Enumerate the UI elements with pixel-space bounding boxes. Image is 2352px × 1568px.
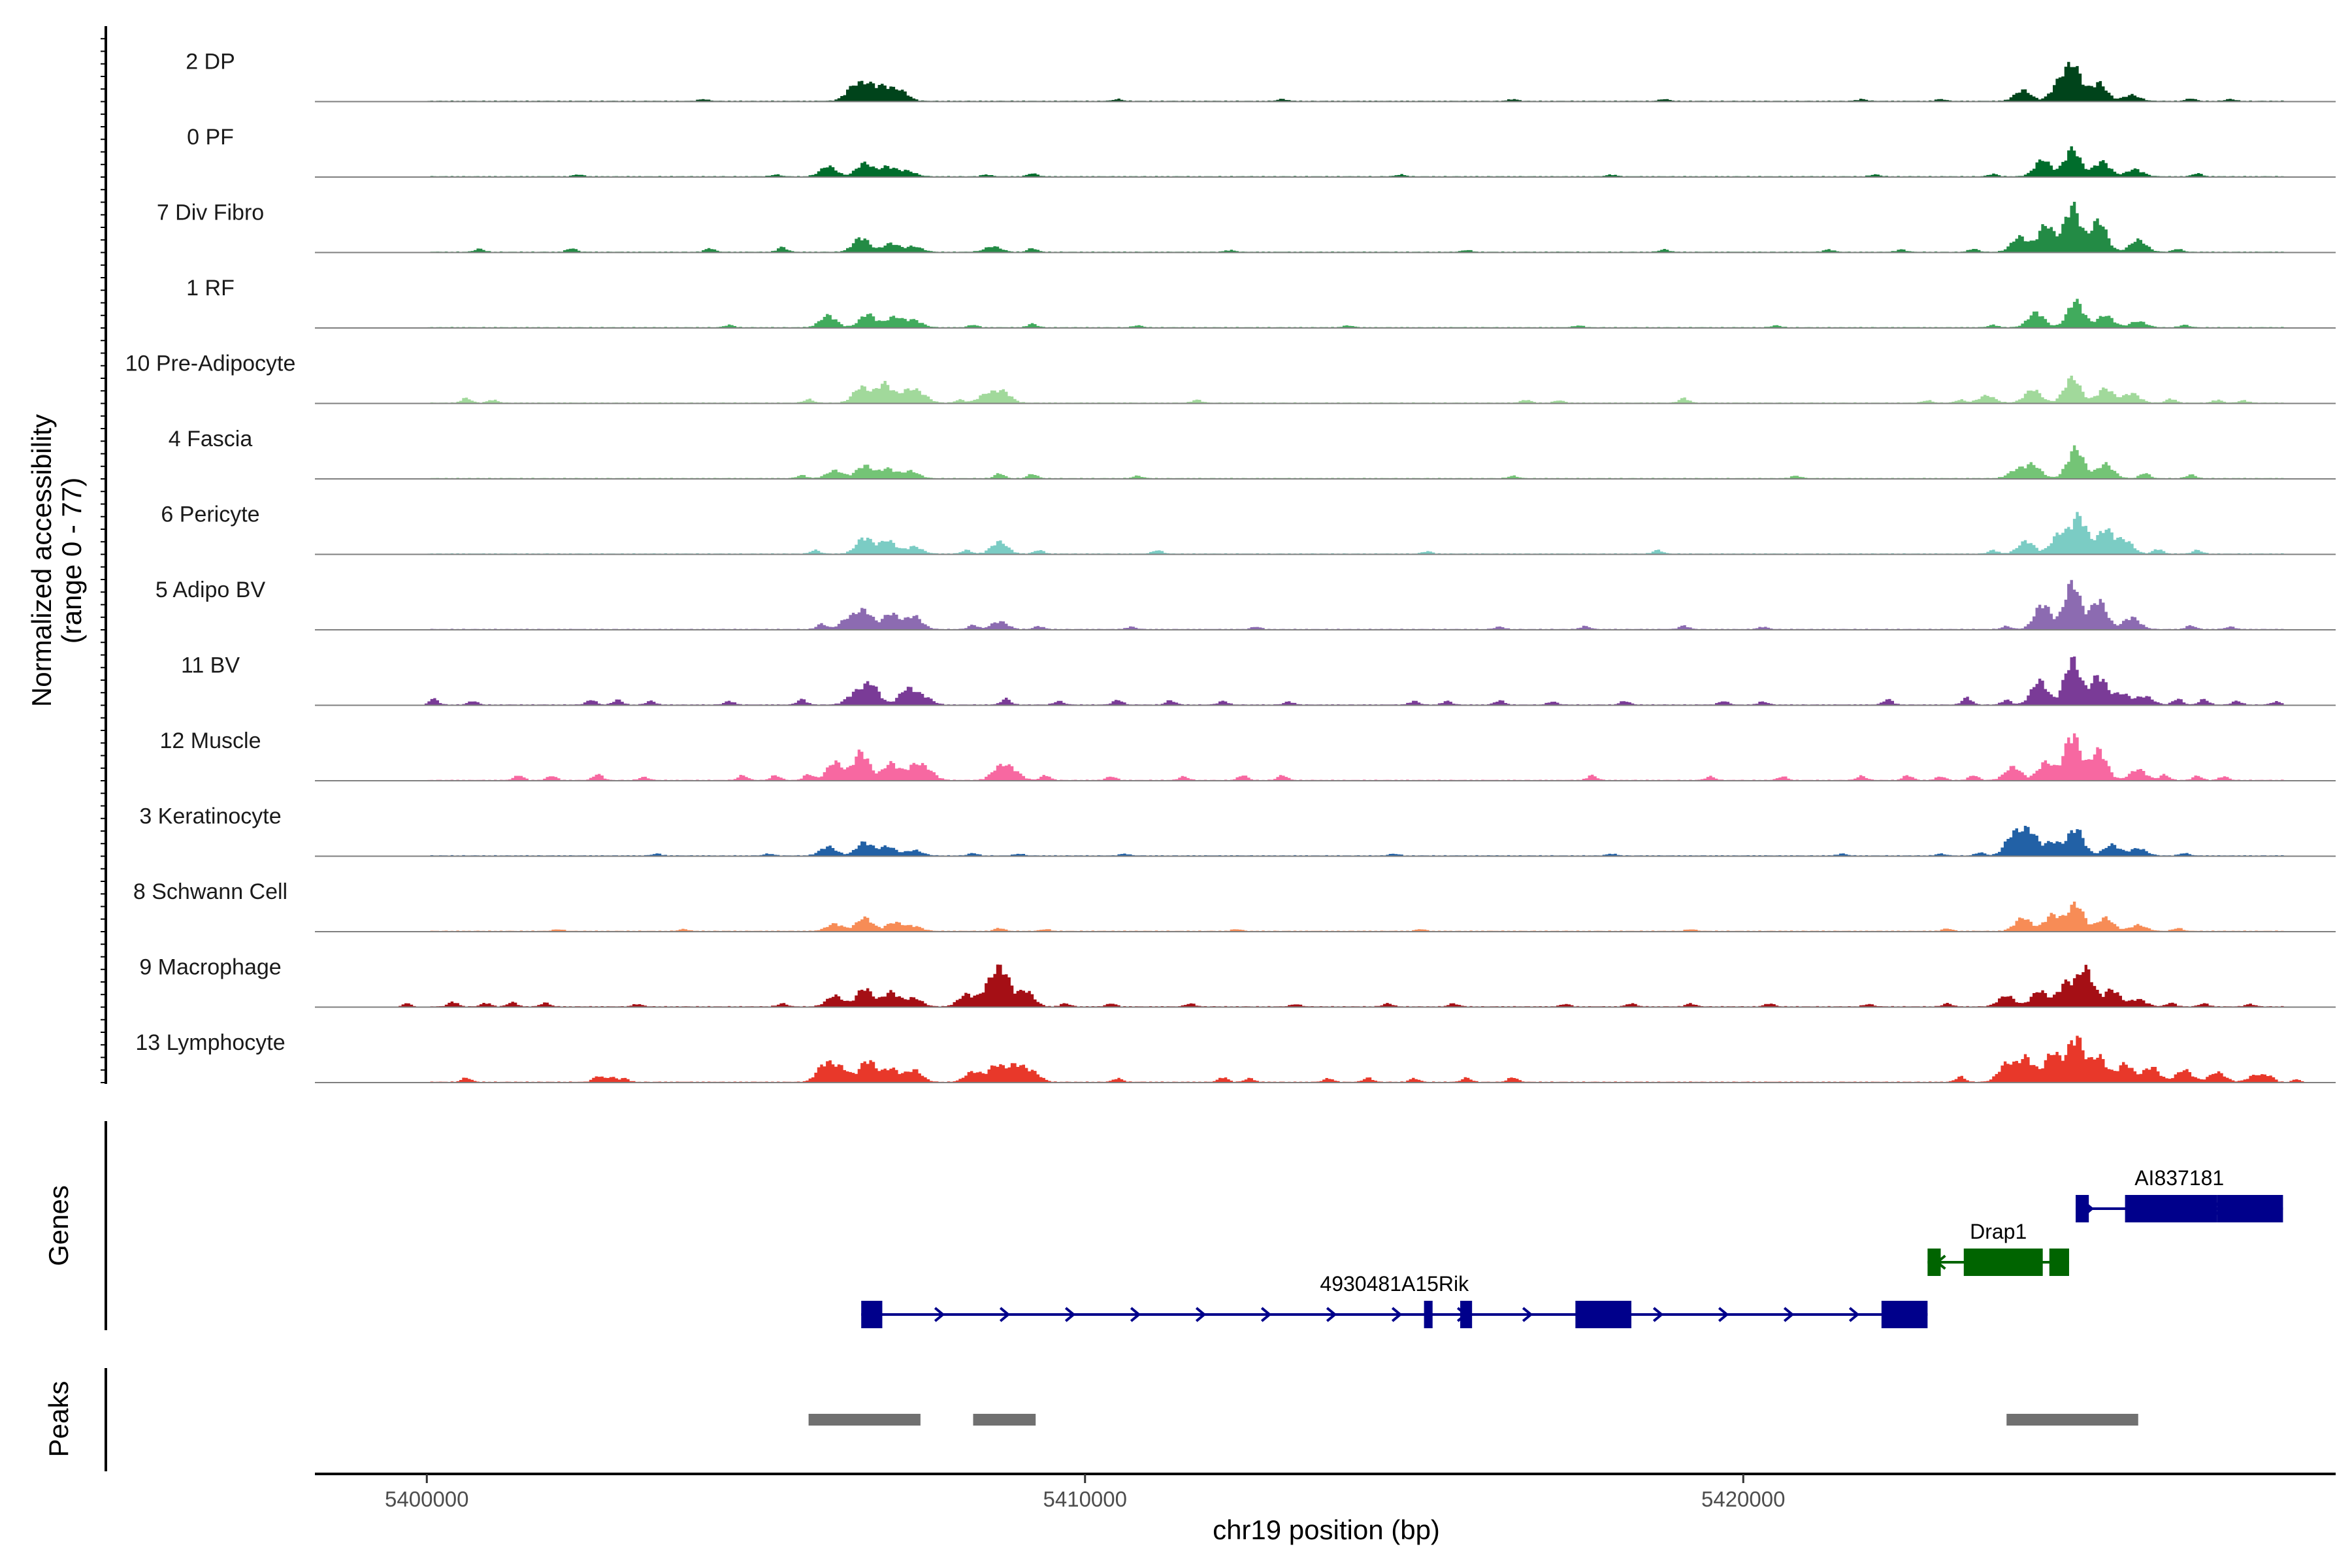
track-coverage-area [315, 512, 2336, 555]
exon [2217, 1195, 2283, 1222]
strand-arrow [1391, 1307, 1403, 1322]
track-11: 3 Keratinocyte [139, 804, 2336, 857]
track-coverage-area [315, 656, 2336, 706]
track-8: 5 Adipo BV [155, 578, 2336, 630]
peak-region [808, 1414, 921, 1426]
track-label: 8 Schwann Cell [133, 879, 287, 904]
gene-ai837181: AI837181 [2076, 1166, 2283, 1222]
peaks-panel-label: Peaks [43, 1381, 74, 1458]
track-coverage-area [315, 1036, 2336, 1083]
track-coverage-area [315, 445, 2336, 479]
exon [1963, 1249, 2043, 1276]
genes-panel: AI837181 Drap1 4930481A15Rik [861, 1166, 2283, 1328]
track-12: 8 Schwann Cell [133, 879, 2336, 932]
exon [2125, 1195, 2217, 1222]
track-coverage-area [315, 146, 2336, 177]
track-label: 12 Muscle [160, 728, 261, 753]
strand-arrow [1718, 1307, 1729, 1322]
track-label: 6 Pericyte [161, 502, 259, 527]
exon [2049, 1249, 2069, 1276]
strand-arrow [1783, 1307, 1795, 1322]
track-label: 2 DP [186, 50, 235, 74]
gene-4930481a15rik: 4930481A15Rik [861, 1272, 1928, 1328]
exon [1424, 1301, 1433, 1328]
peak-region [973, 1414, 1036, 1426]
strand-arrow [999, 1307, 1011, 1322]
peak-region [2006, 1414, 2138, 1426]
track-label: 13 Lymphocyte [135, 1030, 285, 1055]
track-4: 1 RF [186, 276, 2336, 329]
strand-arrow [1522, 1307, 1533, 1322]
strand-arrow [1260, 1307, 1272, 1322]
x-tick-label: 5410000 [1043, 1487, 1127, 1511]
exon [1575, 1301, 1631, 1328]
x-tick-label: 5420000 [1701, 1487, 1785, 1511]
track-label: 4 Fascia [169, 427, 253, 451]
exon [1460, 1301, 1473, 1328]
track-coverage-area [315, 902, 2336, 932]
exon [2076, 1195, 2089, 1222]
track-coverage-area [315, 733, 2336, 781]
strand-arrow [1064, 1307, 1076, 1322]
track-coverage-area [315, 376, 2336, 404]
track-label: 10 Pre-Adipocyte [125, 351, 296, 376]
track-5: 10 Pre-Adipocyte [125, 351, 2336, 404]
coverage-y-axis [101, 26, 107, 1084]
track-14: 13 Lymphocyte [135, 1030, 2336, 1083]
track-6: 4 Fascia [169, 427, 2336, 480]
x-axis: 5400000 5410000 5420000 [315, 1473, 2336, 1511]
exon [1927, 1249, 1941, 1276]
track-2: 0 PF [187, 125, 2336, 178]
y-axis-range-label: (range 0 - 77) [56, 478, 87, 644]
track-coverage-area [315, 61, 2336, 102]
track-label: 11 BV [181, 653, 240, 678]
strand-arrow [1848, 1307, 1860, 1322]
track-coverage-area [315, 826, 2336, 857]
strand-arrow [934, 1307, 945, 1322]
track-3: 7 Div Fibro [157, 201, 2336, 253]
track-label: 0 PF [187, 125, 234, 150]
genes-panel-label: Genes [43, 1185, 74, 1266]
accessibility-tracks: 2 DP 0 PF 7 Div Fibro 1 RF 10 Pre-Adipocyte 4… [125, 50, 2336, 1083]
gene-label: AI837181 [2134, 1166, 2224, 1190]
strand-arrow [1195, 1307, 1207, 1322]
gene-label: 4930481A15Rik [1320, 1272, 1469, 1296]
strand-arrow [1130, 1307, 1141, 1322]
track-label: 5 Adipo BV [155, 578, 266, 602]
track-label: 3 Keratinocyte [139, 804, 281, 829]
peaks-panel [808, 1414, 2138, 1426]
y-axis-title: Normalized accessibility [26, 414, 57, 707]
strand-arrow [1652, 1307, 1664, 1322]
track-coverage-area [315, 964, 2336, 1007]
track-coverage-area [315, 580, 2336, 630]
track-7: 6 Pericyte [161, 502, 2336, 555]
gene-drap1: Drap1 [1927, 1220, 2069, 1276]
track-label: 1 RF [186, 276, 235, 301]
track-13: 9 Macrophage [139, 955, 2336, 1008]
strand-arrow [1326, 1307, 1337, 1322]
exon [861, 1301, 883, 1328]
track-1: 2 DP [186, 50, 2336, 103]
track-10: 12 Muscle [160, 728, 2336, 781]
track-label: 9 Macrophage [139, 955, 281, 980]
exon [1881, 1301, 1928, 1328]
x-axis-title: chr19 position (bp) [1213, 1514, 1440, 1545]
track-coverage-area [315, 201, 2336, 253]
gene-label: Drap1 [1970, 1220, 2027, 1243]
track-label: 7 Div Fibro [157, 201, 264, 225]
track-9: 11 BV [181, 653, 2336, 706]
track-coverage-area [315, 299, 2336, 328]
x-tick-label: 5400000 [385, 1487, 468, 1511]
